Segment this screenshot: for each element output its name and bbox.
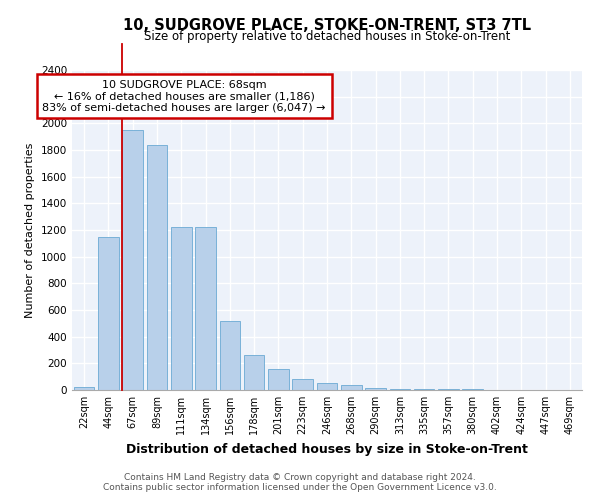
Y-axis label: Number of detached properties: Number of detached properties: [25, 142, 35, 318]
Bar: [292, 380, 313, 390]
Text: Contains public sector information licensed under the Open Government Licence v3: Contains public sector information licen…: [103, 482, 497, 492]
Bar: [195, 226, 216, 390]
Bar: [244, 354, 265, 390]
Text: Size of property relative to detached houses in Stoke-on-Trent: Size of property relative to detached ho…: [144, 30, 510, 43]
Bar: [365, 388, 386, 390]
Bar: [268, 370, 289, 390]
Bar: [220, 320, 240, 390]
Text: Contains HM Land Registry data © Crown copyright and database right 2024.: Contains HM Land Registry data © Crown c…: [124, 472, 476, 482]
Bar: [341, 384, 362, 390]
Bar: [146, 144, 167, 390]
Bar: [414, 389, 434, 390]
Bar: [74, 386, 94, 390]
Bar: [317, 382, 337, 390]
Bar: [98, 236, 119, 390]
Text: 10 SUDGROVE PLACE: 68sqm
← 16% of detached houses are smaller (1,186)
83% of sem: 10 SUDGROVE PLACE: 68sqm ← 16% of detach…: [43, 80, 326, 113]
Text: 10, SUDGROVE PLACE, STOKE-ON-TRENT, ST3 7TL: 10, SUDGROVE PLACE, STOKE-ON-TRENT, ST3 …: [123, 18, 531, 32]
Bar: [389, 388, 410, 390]
Bar: [171, 226, 191, 390]
X-axis label: Distribution of detached houses by size in Stoke-on-Trent: Distribution of detached houses by size …: [126, 442, 528, 456]
Bar: [122, 130, 143, 390]
